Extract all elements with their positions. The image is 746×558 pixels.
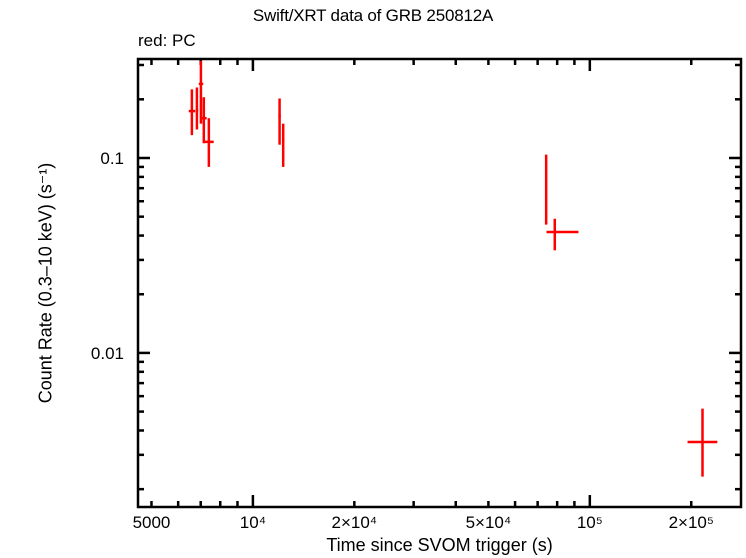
x-tick-label: 5×10⁴: [466, 513, 512, 532]
data-point: [203, 118, 214, 167]
data-point: [198, 60, 204, 124]
data-point: [188, 89, 196, 136]
data-point: [687, 408, 718, 477]
data-point: [195, 87, 199, 130]
data-point: [200, 97, 207, 144]
data-point: [281, 123, 285, 167]
chart-subtitle: red: PC: [138, 31, 196, 50]
y-tick-label: 0.1: [100, 149, 124, 168]
data-point: [546, 218, 579, 251]
x-tick-label: 5000: [133, 513, 171, 532]
plot-frame: [136, 57, 743, 509]
data-series-pc: [188, 60, 718, 477]
x-tick-label: 2×10⁴: [332, 513, 378, 532]
x-tick-label: 10⁴: [240, 513, 266, 532]
data-point: [278, 98, 281, 145]
x-tick-label: 10⁵: [577, 513, 603, 532]
x-tick-label: 2×10⁵: [669, 513, 714, 532]
axes: 5000 10⁴ 2×10⁴ 5×10⁴ 10⁵ 2×10⁵ 0.1 0.01: [91, 59, 741, 532]
data-point: [544, 154, 548, 225]
chart-title: Swift/XRT data of GRB 250812A: [252, 6, 494, 25]
y-tick-label: 0.01: [91, 344, 124, 363]
x-axis-label: Time since SVOM trigger (s): [326, 535, 553, 555]
